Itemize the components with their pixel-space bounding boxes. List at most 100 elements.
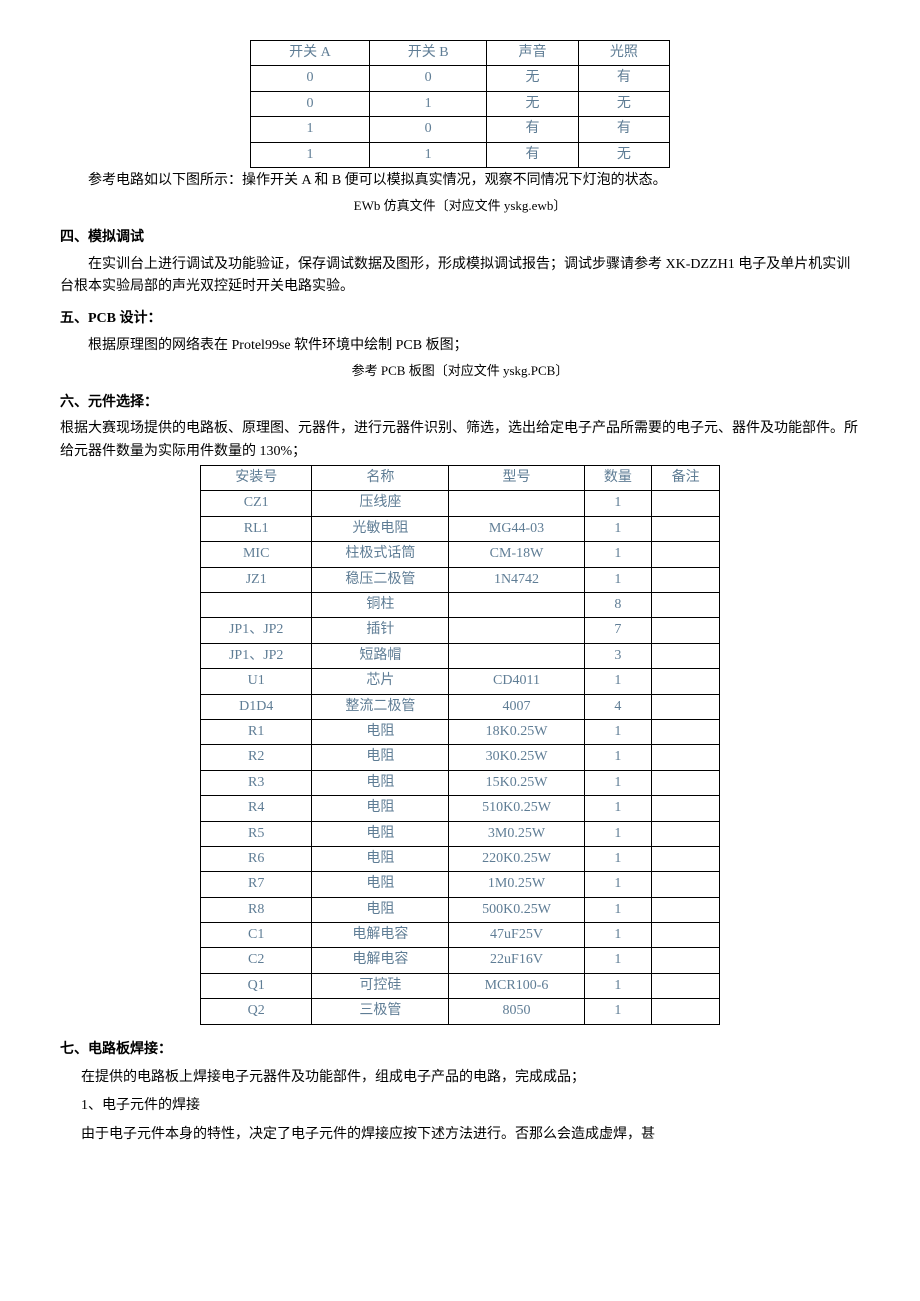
table-cell: 3M0.25W <box>449 821 584 846</box>
table-cell: 电阻 <box>312 897 449 922</box>
table-cell: 8 <box>584 593 652 618</box>
table-cell: 三极管 <box>312 999 449 1024</box>
table-header: 型号 <box>449 466 584 491</box>
table-cell: 无 <box>578 91 669 116</box>
section-4-title: 四、模拟调试 <box>60 227 860 249</box>
table-cell: R8 <box>201 897 312 922</box>
table-cell <box>652 567 720 592</box>
table-cell: 1M0.25W <box>449 872 584 897</box>
table-cell: JZ1 <box>201 567 312 592</box>
table-cell: JP1、JP2 <box>201 643 312 668</box>
table-cell <box>652 491 720 516</box>
table-cell: 电阻 <box>312 796 449 821</box>
table-row: R5电阻3M0.25W1 <box>201 821 720 846</box>
table-cell: 4 <box>584 694 652 719</box>
table-cell: 4007 <box>449 694 584 719</box>
table-cell: 510K0.25W <box>449 796 584 821</box>
table-cell <box>652 872 720 897</box>
table-cell <box>652 745 720 770</box>
table-cell <box>449 593 584 618</box>
table-cell: R5 <box>201 821 312 846</box>
table-header: 备注 <box>652 466 720 491</box>
table-cell <box>652 999 720 1024</box>
table-cell: 1 <box>584 669 652 694</box>
table-cell: 0 <box>251 66 370 91</box>
table-cell: 8050 <box>449 999 584 1024</box>
table-row: D1D4整流二极管40074 <box>201 694 720 719</box>
table-cell: 铜柱 <box>312 593 449 618</box>
table-cell: 1 <box>584 491 652 516</box>
section-7-title: 七、电路板焊接： <box>60 1039 860 1061</box>
table-cell: 1 <box>584 516 652 541</box>
table-cell: 稳压二极管 <box>312 567 449 592</box>
table-header: 数量 <box>584 466 652 491</box>
table-cell: CM-18W <box>449 542 584 567</box>
section-6-title: 六、元件选择： <box>60 392 860 414</box>
table-cell: 电解电容 <box>312 923 449 948</box>
reference-text: 参考电路如以下图所示：操作开关 A 和 B 便可以模拟真实情况，观察不同情况下灯… <box>60 170 860 192</box>
table-cell: 22uF16V <box>449 948 584 973</box>
table-cell: 有 <box>487 142 578 167</box>
table-cell: 1 <box>584 770 652 795</box>
table-cell <box>449 643 584 668</box>
table-cell: R2 <box>201 745 312 770</box>
table-cell <box>652 948 720 973</box>
table-cell: 1 <box>584 897 652 922</box>
table-cell <box>652 593 720 618</box>
section-7-sub2: 由于电子元件本身的特性，决定了电子元件的焊接应按下述方法进行。否那么会造成虚焊，… <box>81 1124 860 1146</box>
table-cell: 芯片 <box>312 669 449 694</box>
table-cell: D1D4 <box>201 694 312 719</box>
table-cell: 1 <box>251 142 370 167</box>
table-row: R3电阻15K0.25W1 <box>201 770 720 795</box>
table-cell: 1 <box>584 923 652 948</box>
table-cell: 500K0.25W <box>449 897 584 922</box>
table-cell: JP1、JP2 <box>201 618 312 643</box>
table-header: 开关 B <box>369 41 486 66</box>
table-cell: 1 <box>584 719 652 744</box>
table-cell: 1 <box>584 745 652 770</box>
table-cell: 15K0.25W <box>449 770 584 795</box>
table-row: 10有有 <box>251 117 670 142</box>
table-cell: 1 <box>584 567 652 592</box>
table-cell: 1 <box>584 999 652 1024</box>
table-row: Q2三极管80501 <box>201 999 720 1024</box>
table-cell <box>652 973 720 998</box>
table-cell <box>652 643 720 668</box>
pcb-caption: 参考 PCB 板图〔对应文件 yskg.PCB〕 <box>60 361 860 382</box>
switch-table: 开关 A开关 B声音光照 00无有01无无10有有11有无 <box>250 40 670 168</box>
table-row: R2电阻30K0.25W1 <box>201 745 720 770</box>
table-cell: Q2 <box>201 999 312 1024</box>
section-5-title: 五、PCB 设计： <box>60 308 860 330</box>
table-cell: 电阻 <box>312 719 449 744</box>
section-7-sub1: 1、电子元件的焊接 <box>81 1095 860 1117</box>
table-header: 安装号 <box>201 466 312 491</box>
table-header: 光照 <box>578 41 669 66</box>
table-cell: MIC <box>201 542 312 567</box>
table-cell: U1 <box>201 669 312 694</box>
table-cell: 0 <box>369 66 486 91</box>
table-row: JP1、JP2短路帽3 <box>201 643 720 668</box>
table-cell: 无 <box>578 142 669 167</box>
table-cell: MCR100-6 <box>449 973 584 998</box>
table-cell <box>652 821 720 846</box>
section-4-body: 在实训台上进行调试及功能验证，保存调试数据及图形，形成模拟调试报告；调试步骤请参… <box>60 254 860 299</box>
table-row: U1芯片CD40111 <box>201 669 720 694</box>
table-cell: R3 <box>201 770 312 795</box>
table-cell <box>652 846 720 871</box>
table-cell: 47uF25V <box>449 923 584 948</box>
table-cell <box>652 618 720 643</box>
table-row: 铜柱 8 <box>201 593 720 618</box>
table-header: 开关 A <box>251 41 370 66</box>
table-cell: 电阻 <box>312 770 449 795</box>
table-cell: R1 <box>201 719 312 744</box>
table-cell: 无 <box>487 91 578 116</box>
section-7-body: 在提供的电路板上焊接电子元器件及功能部件，组成电子产品的电路，完成成品； <box>81 1067 860 1089</box>
table-cell: 1 <box>584 846 652 871</box>
table-cell <box>652 516 720 541</box>
table-row: MIC柱极式话筒CM-18W1 <box>201 542 720 567</box>
table-row: C1电解电容47uF25V1 <box>201 923 720 948</box>
table-row: Q1可控硅MCR100-61 <box>201 973 720 998</box>
table-cell <box>449 491 584 516</box>
table-cell: R6 <box>201 846 312 871</box>
table-row: JZ1稳压二极管1N47421 <box>201 567 720 592</box>
